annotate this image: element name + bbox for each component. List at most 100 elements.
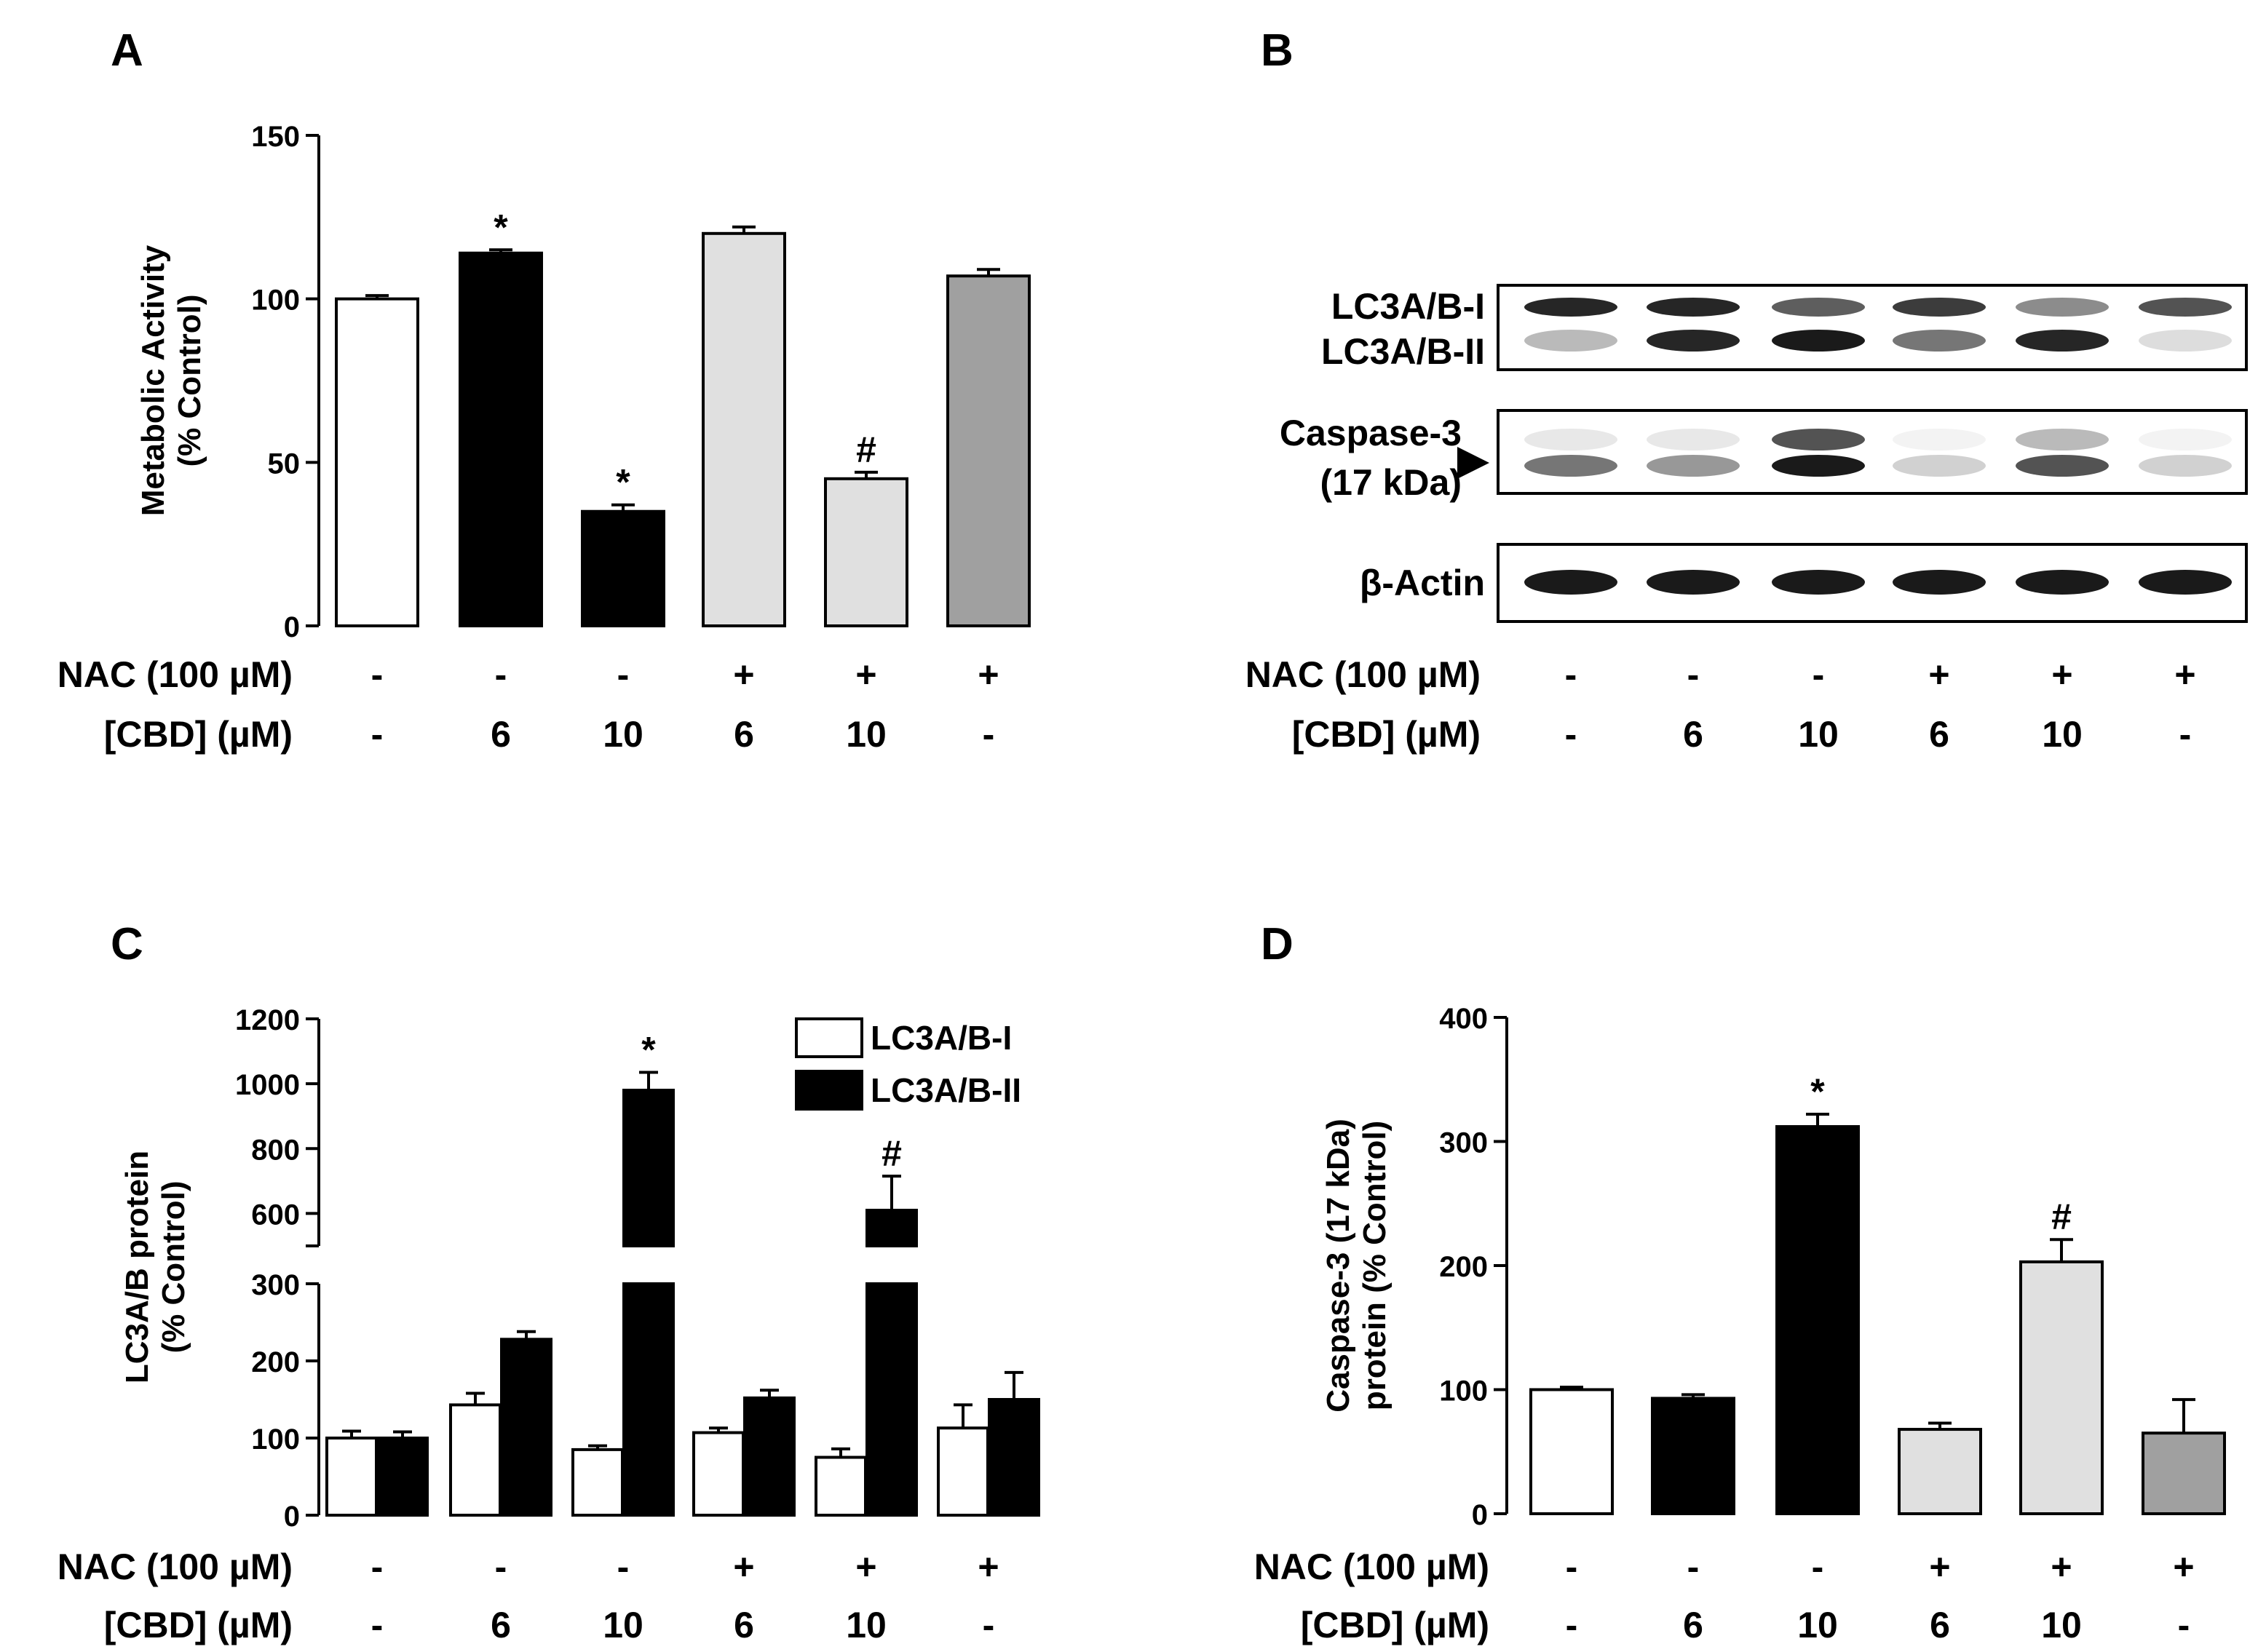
panel-b-cbd-value: 6	[1683, 714, 1703, 755]
y-tick-label: 150	[251, 121, 300, 153]
bar	[459, 251, 543, 627]
band-caspase3-upper	[2139, 429, 2232, 450]
panel-c-cbd-value: 6	[491, 1605, 511, 1645]
panel-a-nac-value: +	[978, 654, 999, 695]
panel-a-nac-value: +	[855, 654, 876, 695]
panel-d-nac-value: -	[1566, 1546, 1578, 1587]
panel-b-nac-value: +	[2051, 654, 2072, 695]
panel-a-cbd-value: 10	[603, 714, 643, 755]
panel-b-cbd-value: -	[1565, 714, 1577, 755]
bar-lc3-i	[815, 1456, 867, 1517]
y-tick-label: 100	[1439, 1375, 1488, 1407]
band-lc3-ii	[1647, 330, 1740, 352]
panel-d-cbd-label: [CBD] (µM)	[1301, 1605, 1489, 1645]
bar-upper-segment	[865, 1208, 918, 1248]
blot-label-caspase3-kda: (17 kDa)	[1320, 462, 1462, 503]
y-tick-label: 300	[1439, 1127, 1488, 1159]
panel-c-nac-value: +	[733, 1546, 754, 1587]
y-tick-label: 50	[268, 448, 301, 480]
y-tick-label: 1000	[235, 1069, 300, 1101]
band-actin	[1893, 570, 1986, 595]
bar	[2019, 1260, 2104, 1515]
panel-a-cbd-value: -	[983, 714, 995, 755]
legend-swatch	[795, 1017, 863, 1058]
band-lc3-ii	[1524, 330, 1617, 352]
panel-c-nac-value: -	[371, 1546, 384, 1587]
band-caspase3-upper	[2016, 429, 2109, 450]
band-lc3-ii	[1772, 330, 1865, 352]
band-actin	[1647, 570, 1740, 595]
blot-actin	[1497, 543, 2248, 623]
significance-mark: #	[882, 1133, 902, 1174]
panel-d-nac-label: NAC (100 µM)	[1254, 1546, 1489, 1587]
blot-lc3	[1497, 284, 2248, 371]
panel-b-cbd-value: 6	[1929, 714, 1949, 755]
bar-lc3-ii	[743, 1396, 796, 1517]
panel-b-nac-value: +	[2174, 654, 2195, 695]
bar-lower-segment	[622, 1282, 675, 1517]
band-lc3-i	[2016, 298, 2109, 317]
panel-d-nac-value: +	[2173, 1546, 2194, 1587]
panel-b-nac-value: -	[1565, 654, 1577, 695]
significance-mark: *	[616, 462, 630, 503]
panel-c-ylabel-line1: LC3A/B protein	[119, 1151, 155, 1383]
panel-b-nac-label: NAC (100 µM)	[1245, 654, 1481, 695]
bar	[335, 297, 419, 627]
panel-c-nac-value: +	[978, 1546, 999, 1587]
bar-lc3-i	[325, 1437, 378, 1517]
y-tick-label: 200	[251, 1346, 300, 1378]
panel-d-nac-value: -	[1687, 1546, 1700, 1587]
band-lc3-i	[2139, 298, 2232, 317]
panel-letter: D	[1261, 919, 1294, 969]
panel-b-nac-value: -	[1813, 654, 1825, 695]
panel-b-nac-value: -	[1687, 654, 1700, 695]
band-lc3-ii	[2139, 330, 2232, 352]
panel-a-ylabel-line2: (% Control)	[172, 294, 207, 466]
panel-d-cbd-value: 6	[1930, 1605, 1950, 1645]
panel-a-cbd-value: 6	[491, 714, 511, 755]
panel-d-nac-value: +	[2051, 1546, 2072, 1587]
panel-a-nac-value: -	[617, 654, 630, 695]
y-tick-label: 600	[251, 1199, 300, 1231]
arrowhead-icon	[1457, 447, 1489, 479]
panel-a-ylabel-line1: Metabolic Activity	[135, 245, 171, 516]
blot-caspase3	[1497, 409, 2248, 495]
legend-label: LC3A/B-II	[871, 1071, 1021, 1109]
y-tick-label: 0	[284, 611, 300, 643]
band-caspase3-lower	[1647, 455, 1740, 477]
panel-c-cbd-value: 10	[603, 1605, 643, 1645]
panel-letter: B	[1261, 25, 1294, 76]
y-tick-label: 0	[1472, 1499, 1488, 1531]
y-tick-label: 800	[251, 1134, 300, 1166]
blot-label-lc3-i: LC3A/B-I	[1331, 286, 1485, 327]
legend-label: LC3A/B-I	[871, 1019, 1012, 1057]
band-lc3-ii	[2016, 330, 2109, 352]
band-caspase3-upper	[1647, 429, 1740, 450]
bar	[946, 274, 1031, 627]
bar-upper-segment	[622, 1089, 675, 1247]
panel-c-cbd-value: 6	[734, 1605, 754, 1645]
band-caspase3-lower	[1772, 455, 1865, 477]
panel-c-nac-value: -	[495, 1546, 507, 1587]
bar-lower-segment	[865, 1282, 918, 1517]
blot-label-actin: β-Actin	[1360, 563, 1485, 603]
panel-a-nac-value: -	[371, 654, 384, 695]
bar-lc3-i	[692, 1431, 745, 1517]
blot-label-caspase3: Caspase-3	[1280, 413, 1462, 453]
panel-b-cbd-value: -	[2179, 714, 2192, 755]
legend: LC3A/B-I LC3A/B-II	[795, 1017, 1021, 1111]
bar	[1898, 1428, 1982, 1516]
panel-a-cbd-label: [CBD] (µM)	[104, 714, 293, 755]
band-lc3-i	[1524, 298, 1617, 317]
panel-d-cbd-value: -	[1566, 1605, 1578, 1645]
band-lc3-i	[1772, 298, 1865, 317]
bar	[1651, 1397, 1735, 1516]
band-actin	[2139, 570, 2232, 595]
panel-d-nac-value: -	[1812, 1546, 1824, 1587]
bar	[2142, 1431, 2226, 1516]
panel-a-cbd-value: -	[371, 714, 384, 755]
band-lc3-i	[1893, 298, 1986, 317]
bar	[1529, 1388, 1614, 1515]
